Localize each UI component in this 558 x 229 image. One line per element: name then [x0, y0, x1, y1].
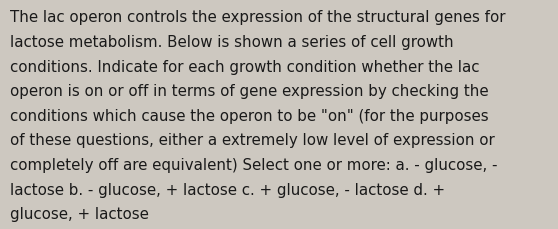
Text: lactose b. - glucose, + lactose c. + glucose, - lactose d. +: lactose b. - glucose, + lactose c. + glu…	[10, 182, 445, 197]
Text: conditions. Indicate for each growth condition whether the lac: conditions. Indicate for each growth con…	[10, 59, 479, 74]
Text: lactose metabolism. Below is shown a series of cell growth: lactose metabolism. Below is shown a ser…	[10, 35, 454, 50]
Text: completely off are equivalent) Select one or more: a. - glucose, -: completely off are equivalent) Select on…	[10, 157, 498, 172]
Text: operon is on or off in terms of gene expression by checking the: operon is on or off in terms of gene exp…	[10, 84, 489, 99]
Text: of these questions, either a extremely low level of expression or: of these questions, either a extremely l…	[10, 133, 495, 148]
Text: glucose, + lactose: glucose, + lactose	[10, 206, 149, 221]
Text: conditions which cause the operon to be "on" (for the purposes: conditions which cause the operon to be …	[10, 108, 489, 123]
Text: The lac operon controls the expression of the structural genes for: The lac operon controls the expression o…	[10, 10, 506, 25]
